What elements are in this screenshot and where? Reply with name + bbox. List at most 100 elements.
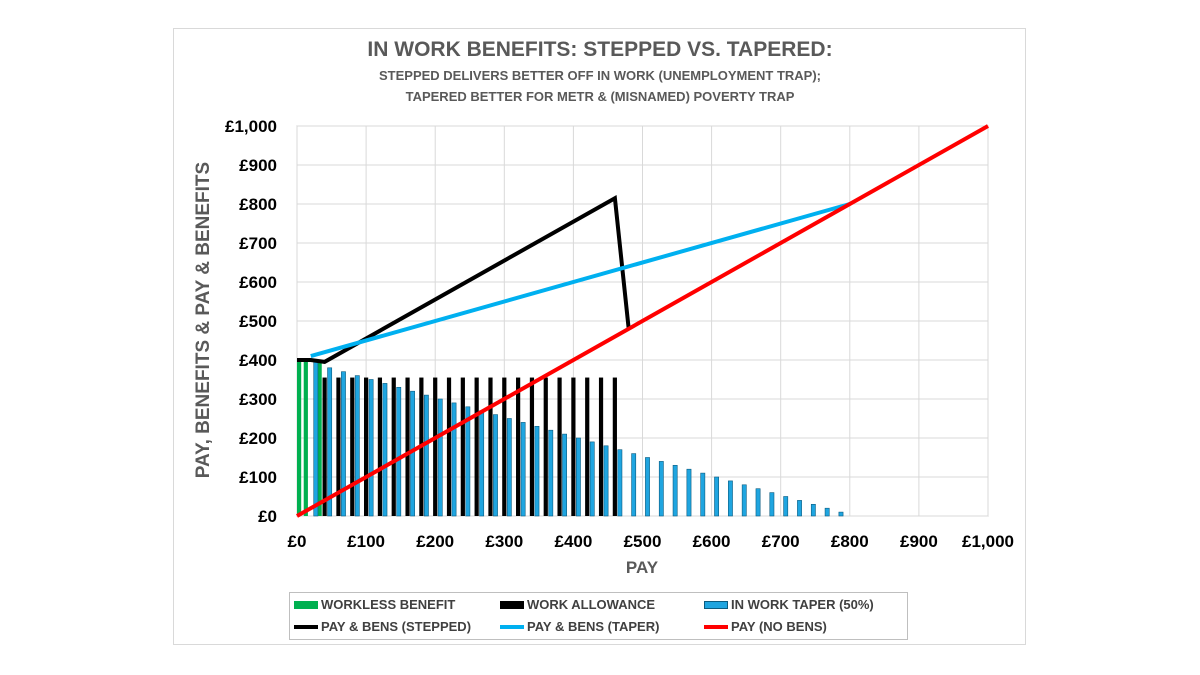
x-tick-label: £200 [416,532,454,551]
bar-in-work-taper-50 [589,441,595,517]
bar-work-allowance [571,377,576,516]
bar-work-allowance [598,377,604,516]
bar-work-allowance [336,377,341,516]
bar-in-work-taper-50 [341,371,346,517]
line-marks [296,124,989,518]
legend-label-pay-no-bens: PAY (NO BENS) [731,619,827,634]
x-tick-label: £300 [485,532,523,551]
legend-item-work-allowance: WORK ALLOWANCE [500,597,655,612]
bar-work-allowance [474,377,479,516]
bar-in-work-taper-50 [423,394,429,517]
bar-in-work-taper-50 [631,453,637,517]
y-tick-label: £1,000 [225,117,277,136]
bar-workless-benefit [297,360,302,516]
bar-work-allowance [433,377,438,516]
y-tick-label: £300 [239,390,277,409]
legend-label-pay-bens-stepped: PAY & BENS (STEPPED) [321,619,472,634]
y-tick-label: £400 [239,351,277,370]
y-tick-label: £800 [239,195,277,214]
bar-in-work-taper-50 [645,457,650,517]
bar-in-work-taper-50 [368,379,374,517]
bar-in-work-taper-50 [824,507,830,517]
bar-in-work-taper-50 [437,398,443,517]
bar-work-allowance [488,377,493,516]
legend-swatch-workless-benefit [294,600,318,609]
legend-swatch-pay-bens-stepped [294,624,318,629]
bar-in-work-taper-50 [838,511,844,517]
y-tick-label: £600 [239,273,277,292]
y-tick-label: £500 [239,312,277,331]
bar-workless-benefit [317,360,322,516]
legend-label-pay-bens-taper: PAY & BENS (TAPER) [527,619,660,634]
x-tick-label: £1,000 [962,532,1014,551]
legend-item-workless-benefit: WORKLESS BENEFIT [294,597,455,612]
bar-in-work-taper-50 [451,402,457,517]
bar-in-work-taper-50 [506,418,512,517]
line-pay-bens-taper [310,202,851,359]
bar-in-work-taper-50 [797,500,802,517]
bar-in-work-taper-50 [354,375,360,517]
bar-in-work-taper-50 [714,476,719,517]
y-tick-label: £100 [239,468,277,487]
x-tick-label: £800 [831,532,869,551]
y-axis-label: PAY, BENEFITS & PAY & BENEFITS [193,162,214,478]
bar-in-work-taper-50 [686,468,692,517]
chart-subtitle-line-1: STEPPED DELIVERS BETTER OFF IN WORK (UNE… [378,68,821,83]
y-tick-label: £700 [239,234,277,253]
bar-in-work-taper-50 [617,449,623,517]
x-tick-label: £500 [624,532,662,551]
bar-work-allowance [529,377,535,516]
legend-item-pay-bens-taper: PAY & BENS (TAPER) [500,619,659,634]
chart-subtitle-line-2: TAPERED BETTER FOR METR & (MISNAMED) POV… [405,89,795,104]
y-tick-label: £900 [239,156,277,175]
bar-workless-benefit [303,360,308,516]
bar-in-work-taper-50 [493,414,498,517]
bar-work-allowance [502,377,507,516]
bar-work-allowance [557,377,562,516]
bar-in-work-taper-50 [769,492,775,517]
x-tick-label: £400 [554,532,592,551]
x-tick-label: £0 [288,532,307,551]
bar-in-work-taper-50 [672,464,678,517]
bar-in-work-taper-50 [396,386,402,517]
legend-item-pay-no-bens: PAY (NO BENS) [704,619,827,634]
chart-title: IN WORK BENEFITS: STEPPED VS. TAPERED: [367,38,833,61]
bar-in-work-taper-50 [755,488,761,517]
legend-swatch-pay-bens-taper [500,624,524,629]
legend-swatch-pay-no-bens [704,624,728,629]
bar-in-work-taper-50 [700,472,706,517]
x-tick-label: £600 [693,532,731,551]
x-tick-label: £100 [347,532,385,551]
bar-in-work-taper-50 [465,406,471,517]
bar-in-work-taper-50 [783,496,789,517]
bar-work-allowance [446,377,452,516]
legend-swatch-work-allowance [500,600,524,609]
legend-item-pay-bens-stepped: PAY & BENS (STEPPED) [294,619,471,634]
legend-label-in-work-taper: IN WORK TAPER (50%) [731,597,874,612]
chart-area [173,28,1026,645]
bar-marks [297,359,844,517]
x-tick-label: £700 [762,532,800,551]
legend-swatch-in-work-taper [704,600,728,609]
bar-in-work-taper-50 [658,461,664,517]
y-tick-label: £0 [258,507,277,526]
bar-in-work-taper-50 [534,425,540,517]
line-pay-bens-stepped [297,194,631,364]
bar-in-work-taper-50 [548,429,554,517]
bar-in-work-taper-50 [741,484,747,517]
legend: WORKLESS BENEFIT WORK ALLOWANCE IN WORK … [289,592,908,640]
bar-in-work-taper-50 [327,367,333,517]
bar-work-allowance [612,377,617,516]
bar-in-work-taper-50 [810,503,816,517]
tick-labels: £0 £100 £200 £300 £400 £500 £600 £700 £800 £900 £1… [225,117,1014,551]
bar-in-work-taper-50 [728,480,733,517]
bar-work-allowance [460,377,465,516]
bar-work-allowance [364,377,369,516]
bar-work-allowance [377,377,383,516]
bar-in-work-taper-50 [575,437,581,517]
bar-in-work-taper-50 [520,422,526,517]
bar-in-work-taper-50 [479,410,485,517]
bar-in-work-taper-50 [382,383,388,517]
